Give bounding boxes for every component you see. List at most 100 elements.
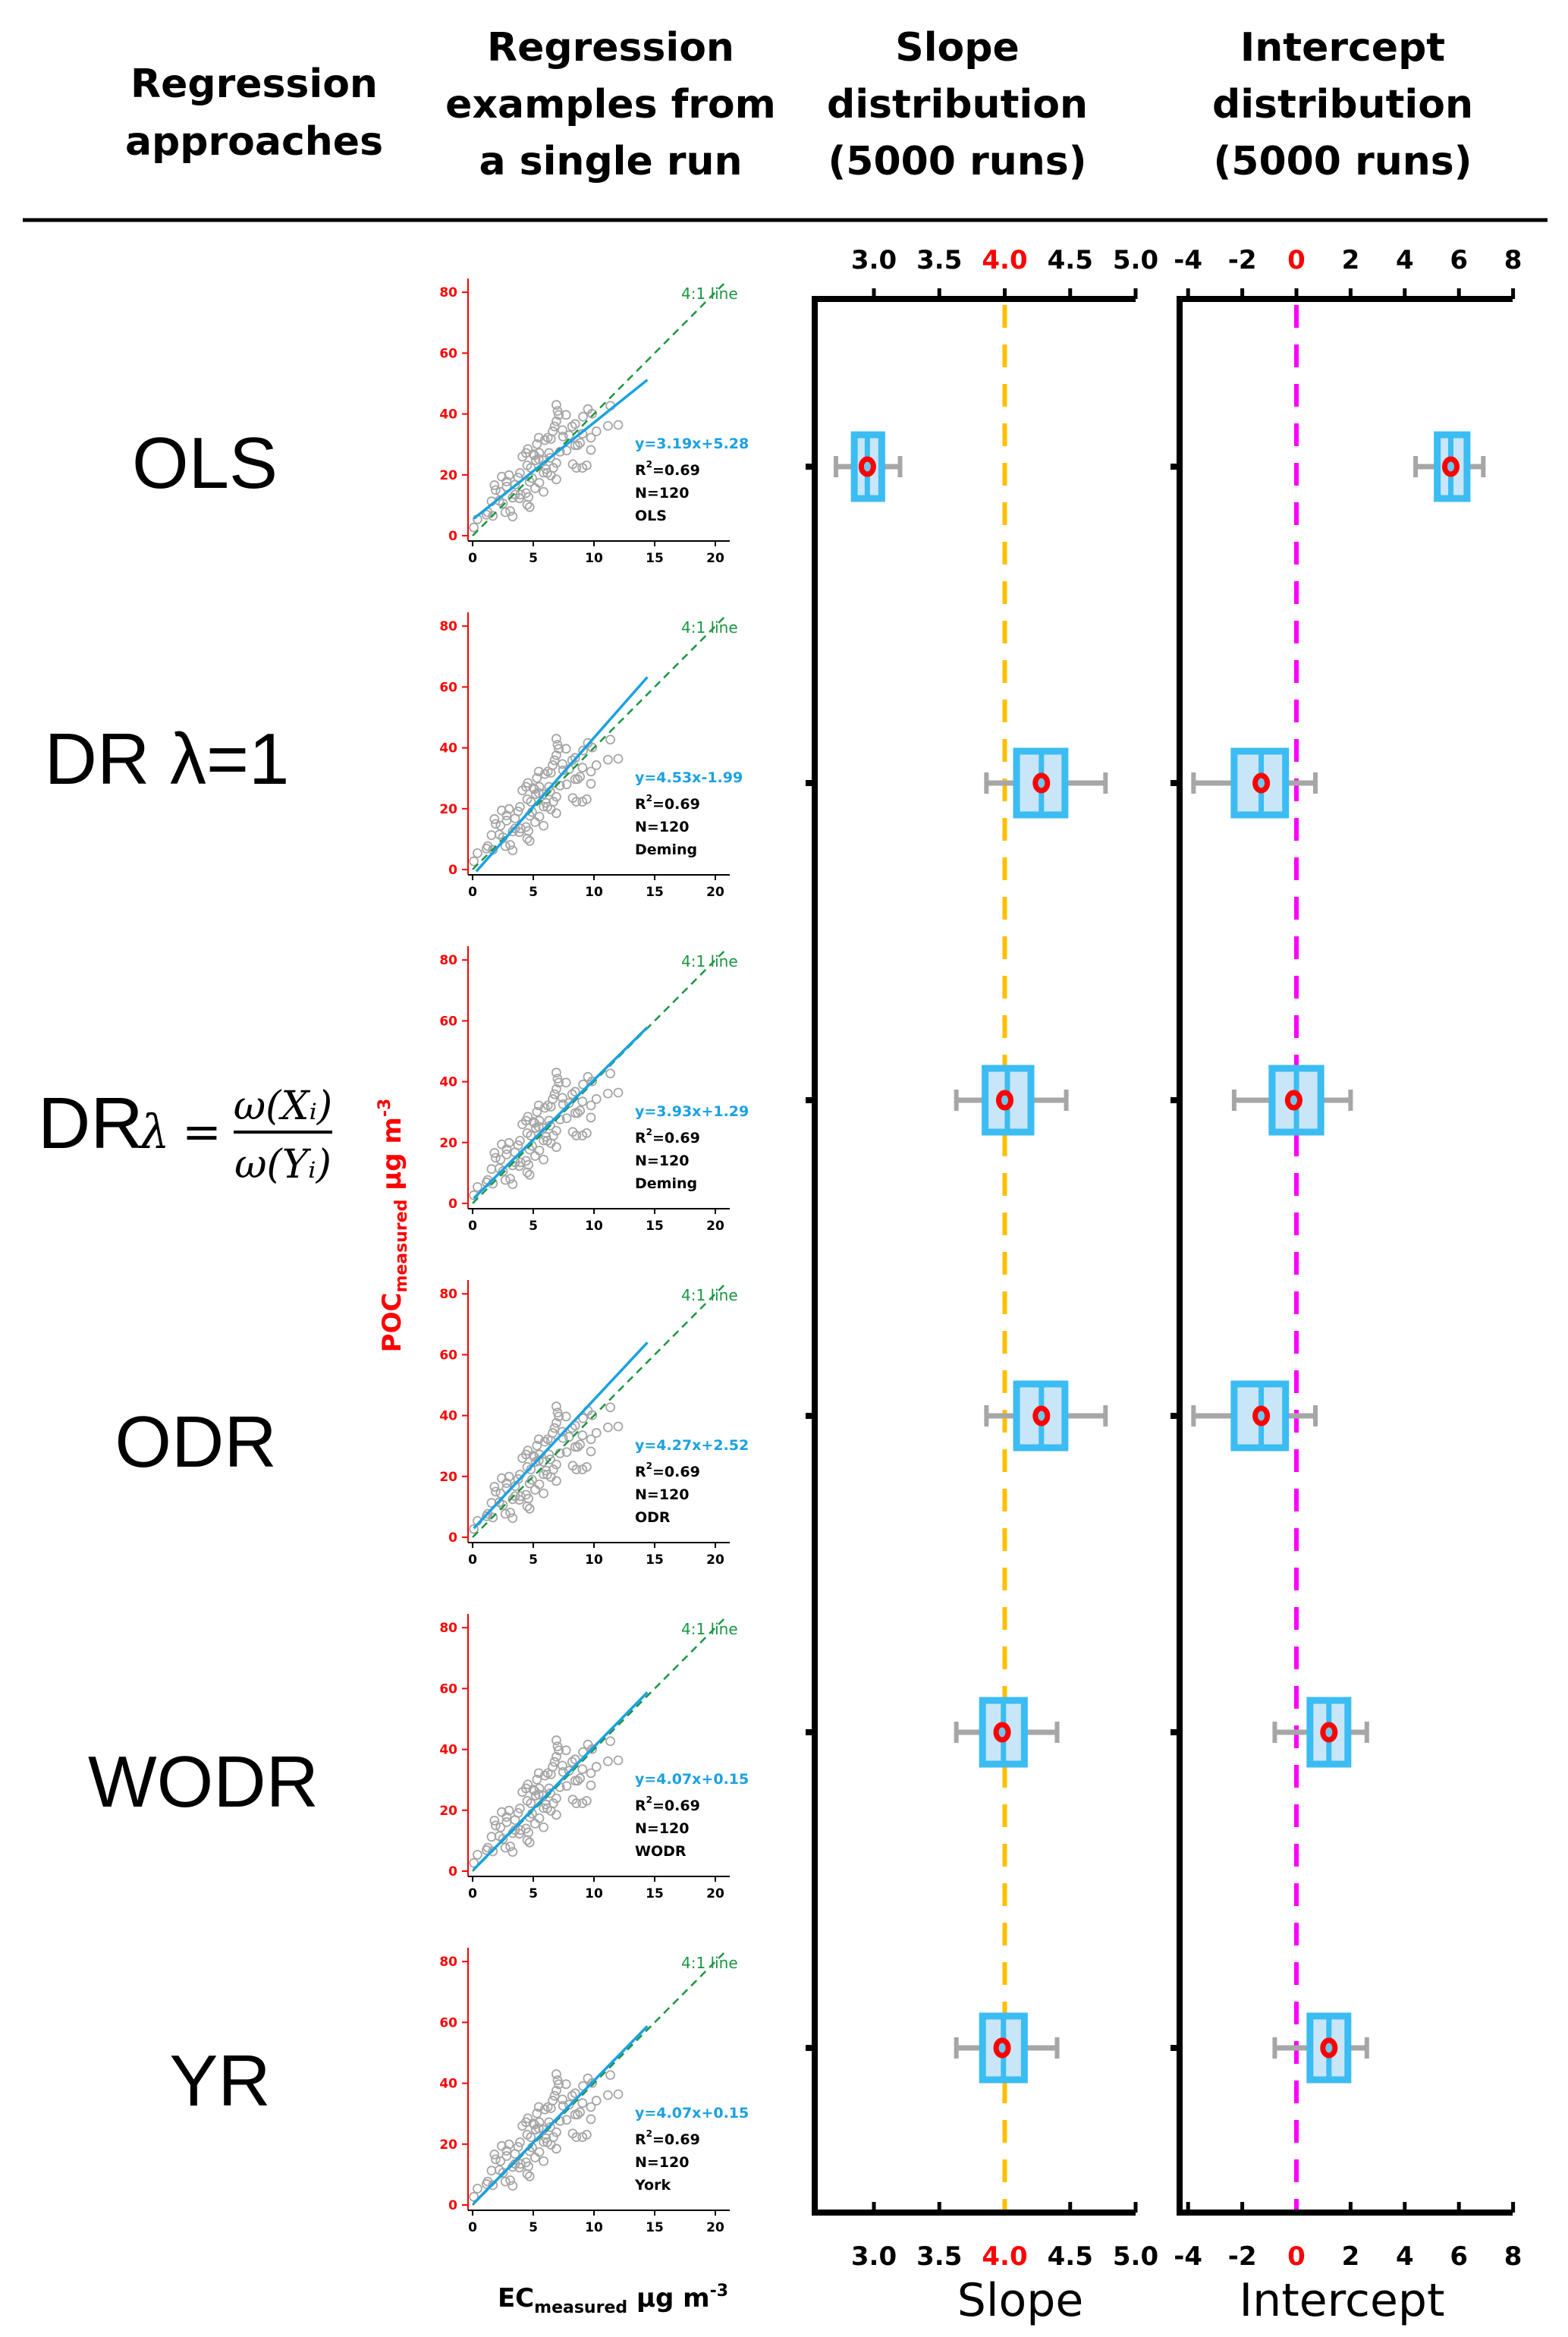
intercept-axis-title: Intercept [1239, 2274, 1444, 2327]
scatter-point [539, 1102, 550, 1113]
mean-marker [1032, 1405, 1051, 1426]
x-tick-label: 15 [646, 1219, 664, 1234]
x-tick-label: 15 [646, 1886, 664, 1901]
scatter-point [591, 1762, 602, 1772]
scatter-point [498, 1500, 508, 1510]
scatter-point [515, 1803, 525, 1813]
ylabel-sup: -3 [376, 1099, 394, 1117]
fit-r-squared: R2=0.69 [635, 459, 700, 479]
scatter-point [539, 435, 550, 445]
scatter-point [533, 2102, 544, 2112]
scatter-point [533, 1434, 544, 1445]
x-tick-label: 20 [706, 1886, 724, 1901]
box-plot-row-1 [1171, 431, 1486, 502]
scatter-point [554, 410, 564, 420]
scatter-point [528, 1785, 539, 1794]
scatter-point [558, 2100, 568, 2111]
r-sup: 2 [646, 459, 652, 470]
scatter-point [554, 744, 564, 754]
reference-4-1-line [472, 1949, 728, 2206]
scatter-point [551, 808, 561, 819]
scatter-point [567, 1757, 577, 1767]
x-tick-label: 15 [646, 551, 664, 566]
scatter-point [526, 1131, 536, 1140]
scatter-point [482, 2178, 492, 2189]
scatter-point [497, 1807, 507, 1817]
r-sup: 2 [646, 2128, 652, 2139]
scatter-point [549, 1757, 560, 1767]
x-tick-label: 0 [468, 2220, 477, 2235]
xlabel-sup: -3 [710, 2282, 728, 2301]
scatter-point [586, 1112, 596, 1123]
scatter-point [504, 470, 514, 480]
scatter-point [575, 1773, 585, 1784]
reference-line-label: 4:1 line [681, 1286, 738, 1304]
box-plot-row-1 [806, 431, 903, 502]
scatter-point [551, 1084, 561, 1094]
scatter-point [586, 778, 596, 789]
scatter-point [545, 2122, 555, 2132]
scatter-point [603, 2090, 613, 2100]
box-plot-row-3 [1171, 1065, 1353, 1136]
fit-r-squared: R2=0.69 [635, 2128, 700, 2148]
scatter-point [473, 2183, 482, 2194]
scatter-panel-4: 0 20 40 60 80 0 5 10 15 20 4:1 line y=4.27x+2.52 R2=… [439, 1280, 749, 1568]
scatter-point [533, 1100, 544, 1111]
scatter-point [504, 1805, 514, 1816]
slope-distribution-panel: 3.0 3.0 3.5 3.5 4.0 4.0 4.5 4.5 5.0 5.0 [806, 245, 1158, 2272]
scatter-point [549, 755, 560, 766]
scatter-point [500, 1508, 511, 1519]
scatter-point [528, 1451, 539, 1461]
scatter-point [501, 816, 512, 826]
reference-line-label: 4:1 line [681, 952, 738, 970]
scatter-point [534, 477, 545, 488]
fit-n: N=120 [635, 1820, 689, 1837]
mean-marker [1284, 1090, 1302, 1111]
scatter-point [523, 2113, 533, 2124]
y-tick-label: 40 [439, 1743, 457, 1758]
scatter-panel-6: 0 20 40 60 80 0 5 10 15 20 4:1 line y=4.07x+0.15 R2=… [439, 1948, 749, 2235]
scatter-point [578, 745, 588, 756]
row-label-dr1: DR λ=1 [45, 719, 290, 800]
xlabel-unit: µg m [627, 2283, 709, 2313]
r2-value: =0.69 [652, 1464, 700, 1480]
top-tick-label: -4 [1174, 245, 1202, 275]
scatter-point [501, 1478, 512, 1489]
x-tick-label: 10 [585, 885, 603, 900]
fit-n: N=120 [635, 1153, 689, 1169]
bottom-tick-label: 2 [1342, 2241, 1360, 2272]
scatter-point [613, 420, 624, 430]
y-tick-label: 40 [439, 741, 457, 756]
scatter-point [549, 2090, 560, 2101]
scatter-point [551, 1417, 561, 1428]
header-col3-line2: distribution [827, 82, 1088, 127]
scatter-point [486, 1164, 497, 1175]
scatter-point [564, 1432, 574, 1442]
scatter-point [603, 1422, 613, 1433]
scatter-point [497, 805, 507, 816]
y-tick-label: 60 [439, 680, 457, 695]
scatter-point [500, 1842, 511, 1853]
scatter-point [482, 1511, 492, 1521]
y-tick-label: 80 [439, 1621, 457, 1636]
scatter-point [570, 1087, 580, 1097]
scatter-point [575, 1106, 585, 1116]
scatter-point [551, 1810, 561, 1820]
scatter-point [489, 1482, 500, 1492]
row-label-drw-prefix: DR [38, 1083, 143, 1164]
box-plot-row-3 [806, 1065, 1069, 1136]
y-tick-label: 0 [448, 2198, 457, 2213]
scatter-point [497, 1139, 507, 1150]
fit-r-squared: R2=0.69 [635, 793, 700, 813]
scatter-point [539, 1154, 548, 1165]
top-tick-label: 3.5 [916, 245, 962, 275]
scatter-point [561, 2115, 572, 2125]
scatter-point [582, 1795, 592, 1806]
scatter-point [526, 797, 536, 807]
y-tick-label: 80 [439, 619, 457, 634]
fit-r-squared: R2=0.69 [635, 1127, 700, 1146]
scatter-point [533, 766, 544, 777]
scatter-point [551, 2127, 561, 2137]
scatter-point [575, 438, 585, 448]
scatter-point [491, 1153, 501, 1163]
